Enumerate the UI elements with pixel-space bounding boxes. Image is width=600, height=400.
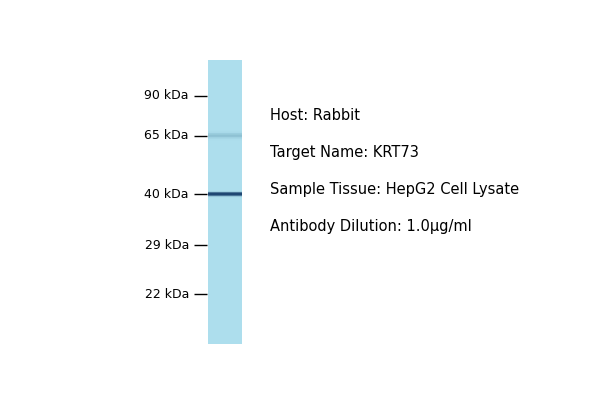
- Bar: [208, 138, 242, 139]
- Bar: [208, 133, 242, 134]
- Bar: [208, 136, 242, 137]
- Bar: [208, 140, 242, 141]
- Bar: [208, 139, 242, 140]
- Bar: [208, 132, 242, 133]
- Bar: [208, 132, 242, 133]
- Bar: [208, 196, 242, 197]
- Bar: [208, 194, 242, 195]
- Bar: [208, 196, 242, 197]
- Bar: [208, 190, 242, 191]
- Bar: [208, 133, 242, 134]
- Bar: [208, 191, 242, 192]
- Text: 40 kDa: 40 kDa: [145, 188, 189, 201]
- Bar: [208, 140, 242, 141]
- Text: Antibody Dilution: 1.0μg/ml: Antibody Dilution: 1.0μg/ml: [270, 219, 472, 234]
- Bar: [208, 195, 242, 196]
- Bar: [208, 197, 242, 198]
- Bar: [208, 191, 242, 192]
- Bar: [208, 193, 242, 194]
- Bar: [208, 194, 242, 195]
- Bar: [208, 138, 242, 139]
- Bar: [208, 195, 242, 196]
- Bar: [208, 136, 242, 137]
- Bar: [208, 131, 242, 132]
- Bar: [208, 139, 242, 140]
- Bar: [208, 197, 242, 198]
- Bar: [208, 137, 242, 138]
- Bar: [208, 190, 242, 191]
- Bar: [208, 192, 242, 193]
- Text: 22 kDa: 22 kDa: [145, 288, 189, 301]
- Bar: [208, 131, 242, 132]
- Bar: [208, 137, 242, 138]
- Bar: [208, 130, 242, 131]
- Bar: [208, 190, 242, 191]
- Bar: [208, 134, 242, 135]
- Bar: [208, 191, 242, 192]
- Bar: [208, 134, 242, 135]
- Bar: [208, 60, 242, 344]
- Bar: [208, 136, 242, 137]
- Text: 90 kDa: 90 kDa: [145, 89, 189, 102]
- Bar: [208, 194, 242, 195]
- Bar: [208, 137, 242, 138]
- Bar: [208, 130, 242, 131]
- Text: 29 kDa: 29 kDa: [145, 239, 189, 252]
- Bar: [208, 195, 242, 196]
- Text: Host: Rabbit: Host: Rabbit: [270, 108, 360, 123]
- Bar: [208, 196, 242, 197]
- Bar: [208, 197, 242, 198]
- Text: Sample Tissue: HepG2 Cell Lysate: Sample Tissue: HepG2 Cell Lysate: [270, 182, 520, 197]
- Bar: [208, 130, 242, 131]
- Bar: [208, 135, 242, 136]
- Text: Target Name: KRT73: Target Name: KRT73: [270, 145, 419, 160]
- Bar: [208, 196, 242, 197]
- Bar: [208, 198, 242, 199]
- Text: 65 kDa: 65 kDa: [145, 129, 189, 142]
- Bar: [208, 135, 242, 136]
- Bar: [208, 190, 242, 191]
- Bar: [208, 139, 242, 140]
- Bar: [208, 194, 242, 195]
- Bar: [208, 132, 242, 133]
- Bar: [208, 192, 242, 193]
- Bar: [208, 193, 242, 194]
- Bar: [208, 193, 242, 194]
- Bar: [208, 193, 242, 194]
- Bar: [208, 195, 242, 196]
- Bar: [208, 197, 242, 198]
- Bar: [208, 134, 242, 135]
- Bar: [208, 192, 242, 193]
- Bar: [208, 135, 242, 136]
- Bar: [208, 192, 242, 193]
